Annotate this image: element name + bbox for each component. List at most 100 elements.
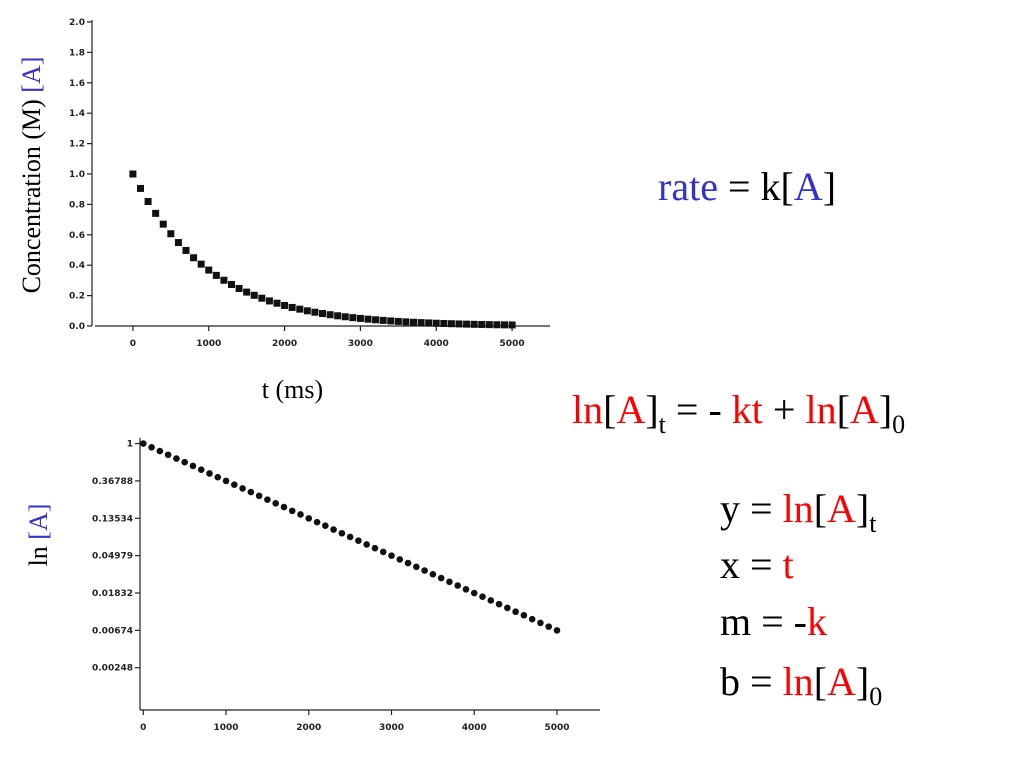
point	[387, 317, 395, 325]
x-tick-label: 3000	[348, 339, 373, 349]
equation-part: +	[763, 387, 806, 432]
point	[148, 443, 155, 451]
point	[334, 312, 342, 320]
y-tick-label: 0.0	[69, 322, 85, 332]
point	[512, 608, 519, 616]
equation: x = t	[720, 542, 794, 587]
equation-part: A	[827, 486, 856, 531]
x-tick-label: 2000	[296, 723, 321, 733]
point	[167, 230, 175, 238]
equation-part: [	[814, 659, 827, 704]
y-tick-label: 0.13534	[92, 514, 133, 524]
equation-part: ]	[856, 486, 869, 531]
point	[355, 537, 362, 544]
equation: y = ln[A]t	[720, 486, 877, 538]
equation-part: ]	[879, 387, 892, 432]
point	[250, 291, 258, 299]
point	[189, 462, 197, 470]
y-tick-label: 1.2	[69, 140, 85, 150]
y-tick-label: 1	[127, 440, 133, 450]
point	[164, 451, 172, 459]
equation-part: t	[783, 542, 794, 587]
point	[313, 518, 321, 526]
equation-part: k	[807, 599, 827, 644]
point	[363, 541, 370, 548]
point	[288, 303, 296, 311]
y-tick-label: 0.01832	[92, 589, 133, 599]
point	[371, 544, 379, 552]
equation-part: = -	[666, 387, 732, 432]
point	[487, 597, 495, 604]
point	[485, 321, 493, 329]
point	[144, 198, 152, 206]
point	[379, 316, 387, 324]
y-tick-label: 0.00674	[92, 626, 133, 636]
x-tick-label: 3000	[379, 723, 404, 733]
point	[356, 314, 364, 322]
point	[454, 582, 461, 589]
equation-part: y =	[720, 486, 783, 531]
point	[463, 320, 471, 328]
equation-part: m = -	[720, 599, 807, 644]
point	[311, 308, 319, 316]
point	[181, 458, 188, 466]
equation-part: rate	[658, 164, 718, 209]
point	[137, 184, 144, 192]
point	[462, 586, 470, 593]
y-tick-label: 0.4	[69, 261, 85, 271]
equation-part: ]	[645, 387, 658, 432]
equation-part: ]	[823, 164, 836, 209]
point	[396, 556, 404, 563]
equation-part: A	[616, 387, 645, 432]
equation-part: = k[	[718, 164, 794, 209]
point	[501, 321, 508, 329]
point	[413, 563, 420, 571]
y-tick-label: 1.0	[69, 170, 85, 180]
point	[341, 313, 349, 321]
subscript: t	[869, 509, 877, 538]
point	[228, 281, 235, 289]
point	[346, 533, 354, 541]
point	[528, 615, 536, 623]
point	[297, 511, 304, 518]
point	[174, 239, 182, 247]
point	[159, 220, 167, 228]
y-axis-label-part: Concentration (M)	[17, 93, 46, 294]
point	[470, 320, 478, 328]
point	[152, 209, 160, 217]
y-tick-label: 1.4	[69, 109, 85, 119]
point	[156, 447, 164, 455]
equation-part: ln	[572, 387, 603, 432]
point	[322, 522, 329, 529]
point	[437, 574, 445, 582]
point	[305, 515, 313, 522]
y-tick-label: 0.8	[69, 200, 85, 210]
point	[495, 600, 503, 608]
point	[288, 507, 296, 515]
point	[447, 320, 455, 328]
point	[446, 578, 453, 586]
point	[281, 301, 289, 309]
equation-part: ln	[783, 486, 814, 531]
y-tick-label: 0.04979	[92, 552, 133, 562]
x-tick-label: 4000	[462, 723, 487, 733]
y-axis-label: Concentration (M) [A]	[17, 57, 46, 294]
point	[296, 305, 304, 313]
x-tick-label: 0	[130, 339, 136, 349]
point	[243, 288, 251, 296]
y-tick-label: 1.8	[69, 48, 85, 58]
point	[303, 307, 311, 315]
x-tick-label: 4000	[424, 339, 449, 349]
point	[273, 299, 281, 307]
point	[182, 246, 190, 254]
y-axis-label-part: ln	[24, 540, 53, 567]
equation: b = ln[A]0	[720, 659, 882, 711]
equation-part: A	[794, 164, 823, 209]
point	[197, 466, 205, 473]
point	[231, 481, 238, 488]
equation-part: [	[603, 387, 616, 432]
point	[417, 319, 425, 327]
point	[553, 627, 561, 634]
point	[265, 297, 273, 305]
point	[349, 314, 357, 322]
